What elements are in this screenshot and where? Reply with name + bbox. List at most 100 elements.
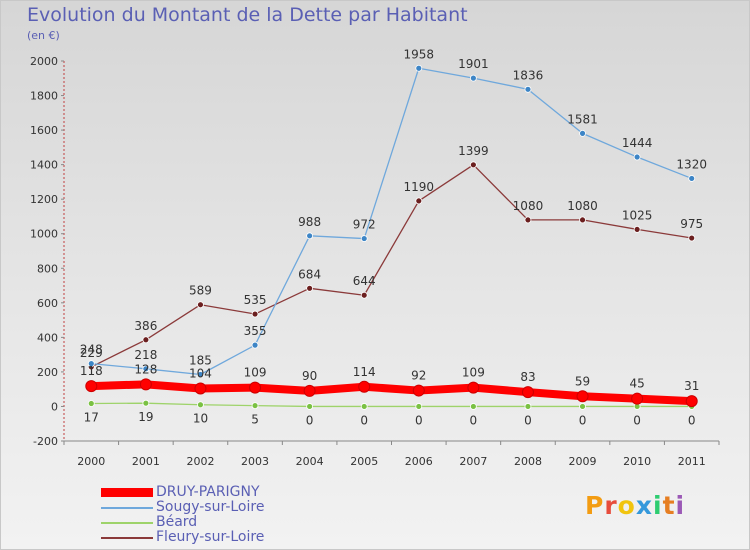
data-point bbox=[139, 378, 152, 391]
legend-swatch bbox=[101, 507, 153, 509]
data-point bbox=[688, 234, 696, 242]
data-point bbox=[251, 341, 259, 349]
x-tick-label: 2007 bbox=[459, 455, 487, 468]
logo-letter: o bbox=[617, 491, 636, 520]
data-label: 589 bbox=[189, 284, 212, 298]
data-point bbox=[631, 392, 644, 405]
x-tick-label: 2001 bbox=[132, 455, 160, 468]
data-label: 1080 bbox=[567, 199, 598, 213]
data-point bbox=[358, 380, 371, 393]
data-label: 1190 bbox=[404, 180, 435, 194]
data-point bbox=[415, 197, 423, 205]
data-label: 972 bbox=[353, 218, 376, 232]
x-tick-label: 2000 bbox=[77, 455, 105, 468]
data-point bbox=[579, 403, 586, 410]
data-point bbox=[469, 403, 477, 410]
data-label: 0 bbox=[470, 413, 478, 427]
data-label: 109 bbox=[244, 366, 267, 380]
logo-letter: i bbox=[675, 491, 686, 520]
data-point bbox=[251, 402, 259, 409]
data-point bbox=[360, 291, 368, 299]
x-tick-label: 2006 bbox=[405, 455, 433, 468]
data-label: 0 bbox=[524, 413, 532, 427]
y-tick-label: 1400 bbox=[30, 159, 58, 172]
data-label: 109 bbox=[462, 366, 485, 380]
data-label: 31 bbox=[684, 379, 699, 393]
x-tick-label: 2002 bbox=[186, 455, 214, 468]
x-tick-label: 2010 bbox=[623, 455, 651, 468]
y-tick-label: 1200 bbox=[30, 193, 58, 206]
data-point bbox=[524, 403, 532, 410]
data-label: 104 bbox=[189, 366, 212, 380]
series-line-fleury-sur-loire bbox=[90, 164, 693, 368]
data-label: 0 bbox=[415, 413, 423, 427]
data-label: 45 bbox=[629, 377, 644, 391]
y-tick-label: -200 bbox=[33, 435, 58, 448]
data-label: 1080 bbox=[513, 199, 544, 213]
data-point bbox=[251, 310, 259, 318]
y-tick-label: 600 bbox=[37, 297, 58, 310]
data-label: 90 bbox=[302, 369, 317, 383]
data-label: 185 bbox=[189, 354, 212, 368]
data-point bbox=[197, 371, 204, 378]
data-point bbox=[197, 401, 204, 409]
y-tick-label: 400 bbox=[37, 331, 58, 344]
data-label: 386 bbox=[134, 319, 157, 333]
data-point bbox=[142, 336, 150, 344]
data-label: 248 bbox=[80, 343, 103, 357]
legend-label: Fleury-sur-Loire bbox=[156, 529, 265, 545]
data-point bbox=[633, 226, 641, 233]
x-tick-label: 2005 bbox=[350, 455, 378, 468]
data-point bbox=[87, 400, 95, 407]
y-tick-label: 1000 bbox=[30, 228, 58, 241]
data-point bbox=[633, 153, 641, 161]
data-point bbox=[521, 386, 534, 399]
data-point bbox=[415, 403, 423, 410]
logo-letter: r bbox=[604, 491, 618, 520]
data-point bbox=[469, 161, 477, 169]
data-point bbox=[467, 381, 480, 394]
legend-label: DRUY-PARIGNY bbox=[156, 484, 260, 500]
data-point bbox=[688, 175, 696, 182]
chart-subtitle: (en €) bbox=[27, 29, 60, 42]
x-tick-label: 2011 bbox=[678, 455, 706, 468]
data-point bbox=[579, 129, 586, 137]
data-label: 0 bbox=[579, 413, 587, 427]
data-label: 1581 bbox=[567, 112, 598, 126]
data-point bbox=[85, 380, 98, 393]
data-label: 1958 bbox=[404, 47, 435, 61]
data-label: 114 bbox=[353, 365, 376, 379]
data-label: 0 bbox=[360, 413, 368, 427]
x-tick-label: 2008 bbox=[514, 455, 542, 468]
data-point bbox=[685, 395, 698, 408]
data-label: 92 bbox=[411, 369, 426, 383]
data-label: 1836 bbox=[513, 68, 544, 82]
series-line-sougy-sur-loire bbox=[90, 67, 693, 376]
logo-letter: x bbox=[635, 491, 653, 520]
data-label: 10 bbox=[193, 412, 208, 426]
data-label: 5 bbox=[251, 413, 259, 427]
data-label: 1399 bbox=[458, 144, 489, 158]
data-label: 17 bbox=[84, 411, 99, 425]
data-label: 59 bbox=[575, 374, 590, 388]
data-point bbox=[87, 360, 95, 368]
legend-label: Béard bbox=[156, 514, 198, 530]
data-label: 229 bbox=[80, 346, 103, 360]
data-point bbox=[469, 74, 477, 82]
data-point bbox=[360, 235, 368, 242]
series-line-b-ard bbox=[90, 402, 693, 408]
data-label: 19 bbox=[138, 410, 153, 424]
data-label: 975 bbox=[680, 217, 703, 231]
data-point bbox=[415, 64, 423, 72]
data-label: 355 bbox=[244, 324, 267, 338]
data-point bbox=[306, 403, 314, 410]
data-label: 1320 bbox=[676, 157, 707, 171]
data-point bbox=[524, 216, 532, 224]
data-label: 1025 bbox=[622, 208, 653, 222]
x-tick-label: 2004 bbox=[296, 455, 324, 468]
series-line-druy-parigny bbox=[87, 380, 696, 406]
data-label: 0 bbox=[306, 413, 314, 427]
data-point bbox=[360, 403, 368, 410]
legend-swatch bbox=[101, 537, 153, 539]
